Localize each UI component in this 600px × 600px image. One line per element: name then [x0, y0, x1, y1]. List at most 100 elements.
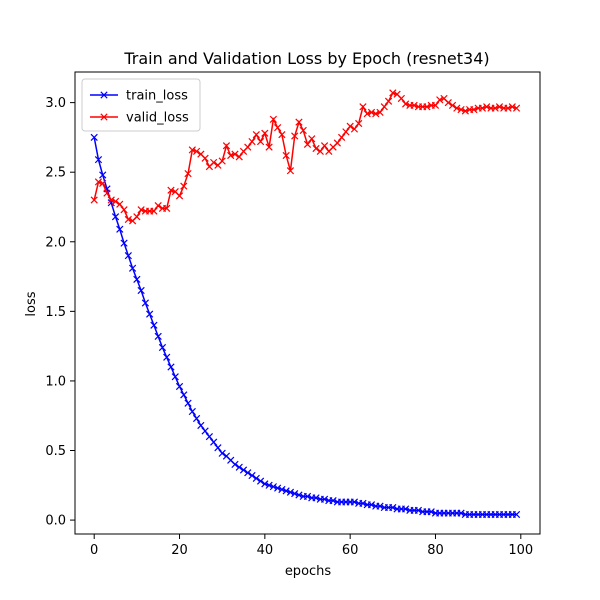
data-point-train_loss	[269, 483, 277, 491]
data-point-train_loss	[278, 485, 286, 494]
data-point-train_loss	[175, 382, 184, 391]
data-point-valid_loss	[453, 104, 461, 112]
data-point-train_loss	[256, 477, 265, 485]
data-point-valid_loss	[312, 144, 320, 153]
legend-entry-train_loss: train_loss	[90, 89, 188, 104]
data-point-train_loss	[197, 421, 205, 430]
data-point-valid_loss	[303, 140, 312, 148]
data-point-train_loss	[94, 156, 103, 164]
series-markers-valid_loss	[90, 89, 521, 225]
data-point-valid_loss	[137, 206, 145, 214]
data-point-valid_loss	[359, 103, 367, 111]
data-point-train_loss	[146, 310, 154, 318]
data-point-valid_loss	[210, 158, 218, 167]
data-point-valid_loss	[431, 101, 440, 110]
data-point-train_loss	[376, 502, 384, 510]
data-point-valid_loss	[124, 215, 132, 224]
data-point-valid_loss	[308, 135, 316, 143]
data-point-valid_loss	[167, 186, 175, 194]
x-tick-label: 40	[257, 543, 274, 558]
data-point-train_loss	[150, 321, 158, 329]
data-point-train_loss	[180, 391, 188, 399]
data-point-valid_loss	[163, 204, 171, 212]
data-point-valid_loss	[133, 213, 141, 221]
data-point-valid_loss	[346, 122, 354, 130]
data-point-valid_loss	[175, 192, 184, 200]
data-point-valid_loss	[376, 108, 384, 116]
data-point-train_loss	[128, 264, 137, 272]
legend-label: valid_loss	[126, 111, 189, 126]
data-point-valid_loss	[120, 206, 128, 214]
y-tick-label: 1.5	[45, 305, 66, 320]
y-tick-label: 0.0	[45, 514, 66, 529]
data-point-train_loss	[244, 469, 252, 477]
data-point-valid_loss	[470, 105, 478, 114]
data-point-valid_loss	[222, 142, 231, 150]
x-tick-label: 0	[90, 543, 98, 558]
y-tick-label: 2.5	[45, 166, 66, 181]
data-point-valid_loss	[504, 104, 512, 112]
data-point-valid_loss	[350, 125, 359, 133]
data-point-train_loss	[282, 487, 290, 495]
data-point-valid_loss	[444, 98, 452, 107]
data-point-train_loss	[427, 508, 435, 516]
data-point-train_loss	[512, 510, 521, 519]
data-point-train_loss	[205, 432, 214, 441]
x-tick-label: 80	[427, 543, 444, 558]
data-point-train_loss	[265, 481, 273, 489]
data-point-valid_loss	[244, 143, 252, 151]
plot-frame	[74, 71, 541, 535]
data-point-train_loss	[303, 492, 312, 501]
data-point-train_loss	[286, 488, 295, 496]
y-tick-label: 1.0	[45, 374, 66, 389]
data-point-valid_loss	[265, 143, 273, 151]
data-point-train_loss	[171, 373, 179, 381]
data-point-valid_loss	[111, 197, 120, 206]
data-point-train_loss	[235, 463, 243, 471]
data-point-train_loss	[90, 133, 98, 142]
data-point-train_loss	[124, 252, 132, 260]
data-point-valid_loss	[252, 130, 260, 139]
data-point-train_loss	[389, 503, 397, 512]
data-point-valid_loss	[116, 200, 124, 208]
legend-box	[81, 78, 201, 132]
data-point-train_loss	[239, 466, 248, 474]
data-point-valid_loss	[291, 132, 299, 140]
data-point-valid_loss	[180, 182, 188, 190]
data-point-valid_loss	[508, 103, 516, 111]
data-point-valid_loss	[107, 196, 115, 204]
data-point-train_loss	[214, 444, 222, 452]
x-tick-label: 20	[171, 543, 188, 558]
data-point-train_loss	[295, 491, 303, 499]
data-point-train_loss	[218, 449, 226, 457]
data-point-train_loss	[167, 363, 175, 371]
data-point-valid_loss	[248, 137, 256, 146]
data-point-valid_loss	[269, 115, 277, 123]
data-point-valid_loss	[227, 151, 235, 160]
plot-area	[90, 89, 521, 519]
data-point-train_loss	[133, 275, 141, 283]
data-point-valid_loss	[457, 105, 465, 114]
data-point-valid_loss	[150, 207, 158, 215]
series-line-train_loss	[93, 137, 517, 516]
data-point-valid_loss	[380, 103, 388, 111]
data-point-valid_loss	[423, 103, 431, 111]
data-point-valid_loss	[397, 94, 405, 103]
legend: train_loss valid_loss	[81, 78, 201, 132]
data-point-train_loss	[210, 438, 218, 446]
legend-marker	[100, 113, 108, 121]
data-point-valid_loss	[235, 153, 243, 161]
data-point-train_loss	[231, 460, 239, 469]
data-point-valid_loss	[355, 119, 363, 128]
data-point-train_loss	[350, 498, 359, 506]
data-point-train_loss	[120, 239, 128, 247]
data-point-train_loss	[291, 490, 299, 498]
data-point-valid_loss	[495, 103, 504, 111]
data-point-valid_loss	[448, 101, 457, 110]
y-tick-label: 0.5	[45, 444, 66, 459]
data-point-train_loss	[457, 509, 465, 517]
data-point-valid_loss	[333, 139, 341, 147]
data-point-valid_loss	[316, 147, 324, 155]
legend-label: train_loss	[126, 89, 188, 104]
